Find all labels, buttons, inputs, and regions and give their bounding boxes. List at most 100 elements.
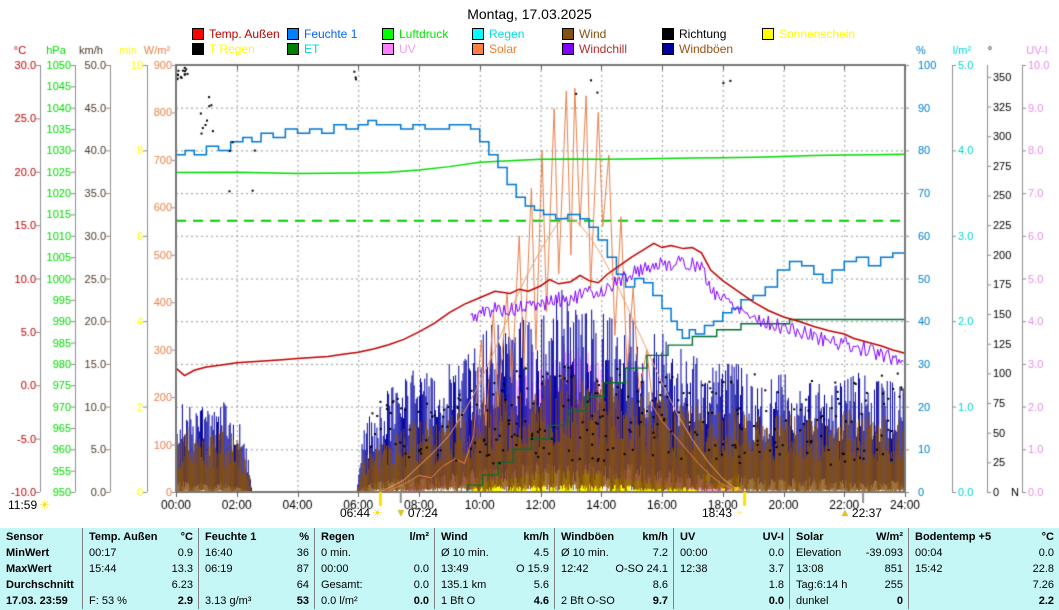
- table-value: 0.9: [177, 547, 193, 559]
- table-value-time: 00:00: [680, 547, 708, 559]
- table-cell: Regen l/m²: [314, 528, 434, 545]
- moonrise-icon: ▲: [840, 507, 850, 519]
- table-value-time: Ø 10 min.: [561, 547, 609, 559]
- table-col-unit: km/h: [523, 530, 549, 543]
- table-value: 1.8: [768, 579, 784, 591]
- table-cell: Solar W/m²: [789, 528, 908, 545]
- legend-color-box: [562, 42, 574, 55]
- table-col-title: Windböen: [561, 530, 615, 543]
- table-cell: MaxWert: [0, 561, 82, 577]
- table-cell: Durchschnitt: [0, 577, 82, 593]
- table-col-unit: %: [299, 530, 309, 543]
- legend-label: Richtung: [679, 26, 727, 41]
- moonrise-annotation: ▲ 22:37: [838, 506, 882, 520]
- sun-icon: ☀: [39, 498, 50, 512]
- legend-color-box: [762, 27, 774, 40]
- table-cell: dunkel 0: [789, 593, 908, 609]
- table-cell: 8.6: [554, 577, 673, 593]
- table-col-title: Feuchte 1: [205, 530, 257, 543]
- table-cell: 0.0: [673, 593, 789, 609]
- legend-color-box: [192, 42, 204, 55]
- legend-label: Luftdruck: [399, 26, 449, 41]
- table-cell: 00:17 0.9: [82, 545, 198, 561]
- table-cell: 1.8: [673, 577, 789, 593]
- sunrise-time: 06:44: [340, 506, 371, 520]
- table-value-time: 3.13 g/m³: [205, 595, 252, 607]
- legend-color-box: [472, 27, 484, 40]
- table-value: 2.2: [1038, 595, 1054, 607]
- sunrise-icon: ☀: [372, 506, 383, 520]
- table-cell: 00:04 0.0: [908, 545, 1059, 561]
- legend-color-box: [287, 42, 299, 55]
- sunrise-annotation: 06:44 ☀: [340, 506, 385, 520]
- table-cell: 6.23: [82, 577, 198, 593]
- table-value-time: 15:42: [915, 563, 943, 575]
- legend-item: UV: [382, 42, 416, 56]
- table-value-time: 0 min.: [321, 547, 351, 559]
- table-cell: 12:38 3.7: [673, 561, 789, 577]
- table-value-time: 0.0 l/m²: [321, 595, 358, 607]
- page-title: Montag, 17.03.2025: [467, 6, 592, 22]
- legend-color-box: [472, 42, 484, 55]
- table-col-title: UV: [680, 530, 696, 543]
- table-value: 4.6: [533, 595, 549, 607]
- table-row-label: Durchschnitt: [6, 579, 74, 591]
- table-value: 2.9: [177, 595, 193, 607]
- table-cell: 64: [198, 577, 314, 593]
- table-col-unit: l/m²: [409, 530, 429, 543]
- table-value: 7.2: [652, 547, 668, 559]
- table-value-time: 13:49: [441, 563, 469, 575]
- table-col-title: Solar: [796, 530, 824, 543]
- table-cell: MinWert: [0, 545, 82, 561]
- table-cell: UV UV-I: [673, 528, 789, 545]
- table-value: 22.8: [1032, 563, 1054, 575]
- table-cell: 15:44 13.3: [82, 561, 198, 577]
- table-value-time: dunkel: [796, 595, 829, 607]
- table-cell: Wind km/h: [434, 528, 554, 545]
- table-cell: 12:42 O-SO 24.1: [554, 561, 673, 577]
- table-value: 0: [896, 595, 903, 607]
- table-value: 0.0: [1038, 547, 1054, 559]
- sunset-time: 18:43: [702, 506, 733, 520]
- table-value: 87: [296, 563, 309, 575]
- legend-item: Regen: [472, 27, 524, 41]
- legend-item: Temp. Außen: [192, 27, 280, 41]
- table-cell: 06:19 87: [198, 561, 314, 577]
- moonset-icon: ▼: [396, 507, 406, 519]
- legend-item: Solar: [472, 42, 517, 56]
- legend-color-box: [287, 27, 299, 40]
- legend-item: Luftdruck: [382, 26, 449, 41]
- summary-table: Sensor Temp. Außen °C Feuchte 1% Regen l/m² Wi…: [0, 528, 1059, 610]
- legend-label: Windchill: [579, 41, 628, 56]
- table-row-label: MinWert: [6, 547, 50, 559]
- table-value: 6.23: [171, 579, 193, 591]
- table-col-unit: UV-I: [762, 530, 784, 543]
- legend-item: ET: [287, 42, 319, 56]
- table-cell: 13:08 851: [789, 561, 908, 577]
- table-cell: 0 min.: [314, 545, 434, 561]
- table-cell: Ø 10 min. 4.5: [434, 545, 554, 561]
- table-cell: 135.1 km 5.6: [434, 577, 554, 593]
- legend-color-box: [192, 27, 204, 40]
- table-cell: Ø 10 min. 7.2: [554, 545, 673, 561]
- table-cell: 2 Bft O-SO 9.7: [554, 593, 673, 609]
- table-value-time: Ø 10 min.: [441, 547, 489, 559]
- legend-label: Windböen: [679, 41, 734, 56]
- table-value: 5.6: [533, 579, 549, 591]
- table-col-unit: W/m²: [876, 530, 903, 543]
- legend-item: Windböen: [662, 41, 734, 56]
- legend-label: Wind: [579, 26, 607, 41]
- table-value: 851: [884, 563, 903, 575]
- table-cell: Elevation -39.093: [789, 545, 908, 561]
- legend-color-box: [662, 27, 674, 40]
- table-value: O-SO 24.1: [615, 563, 668, 575]
- table-value-time: 135.1 km: [441, 579, 487, 591]
- table-cell: 0.0 l/m² 0.0: [314, 593, 434, 609]
- table-value-time: 12:42: [561, 563, 589, 575]
- table-value: 0.0: [768, 595, 784, 607]
- table-cell: 16:40 36: [198, 545, 314, 561]
- table-col-title: Wind: [441, 530, 468, 543]
- table-cell: Feuchte 1%: [198, 528, 314, 545]
- table-value: 53: [296, 595, 309, 607]
